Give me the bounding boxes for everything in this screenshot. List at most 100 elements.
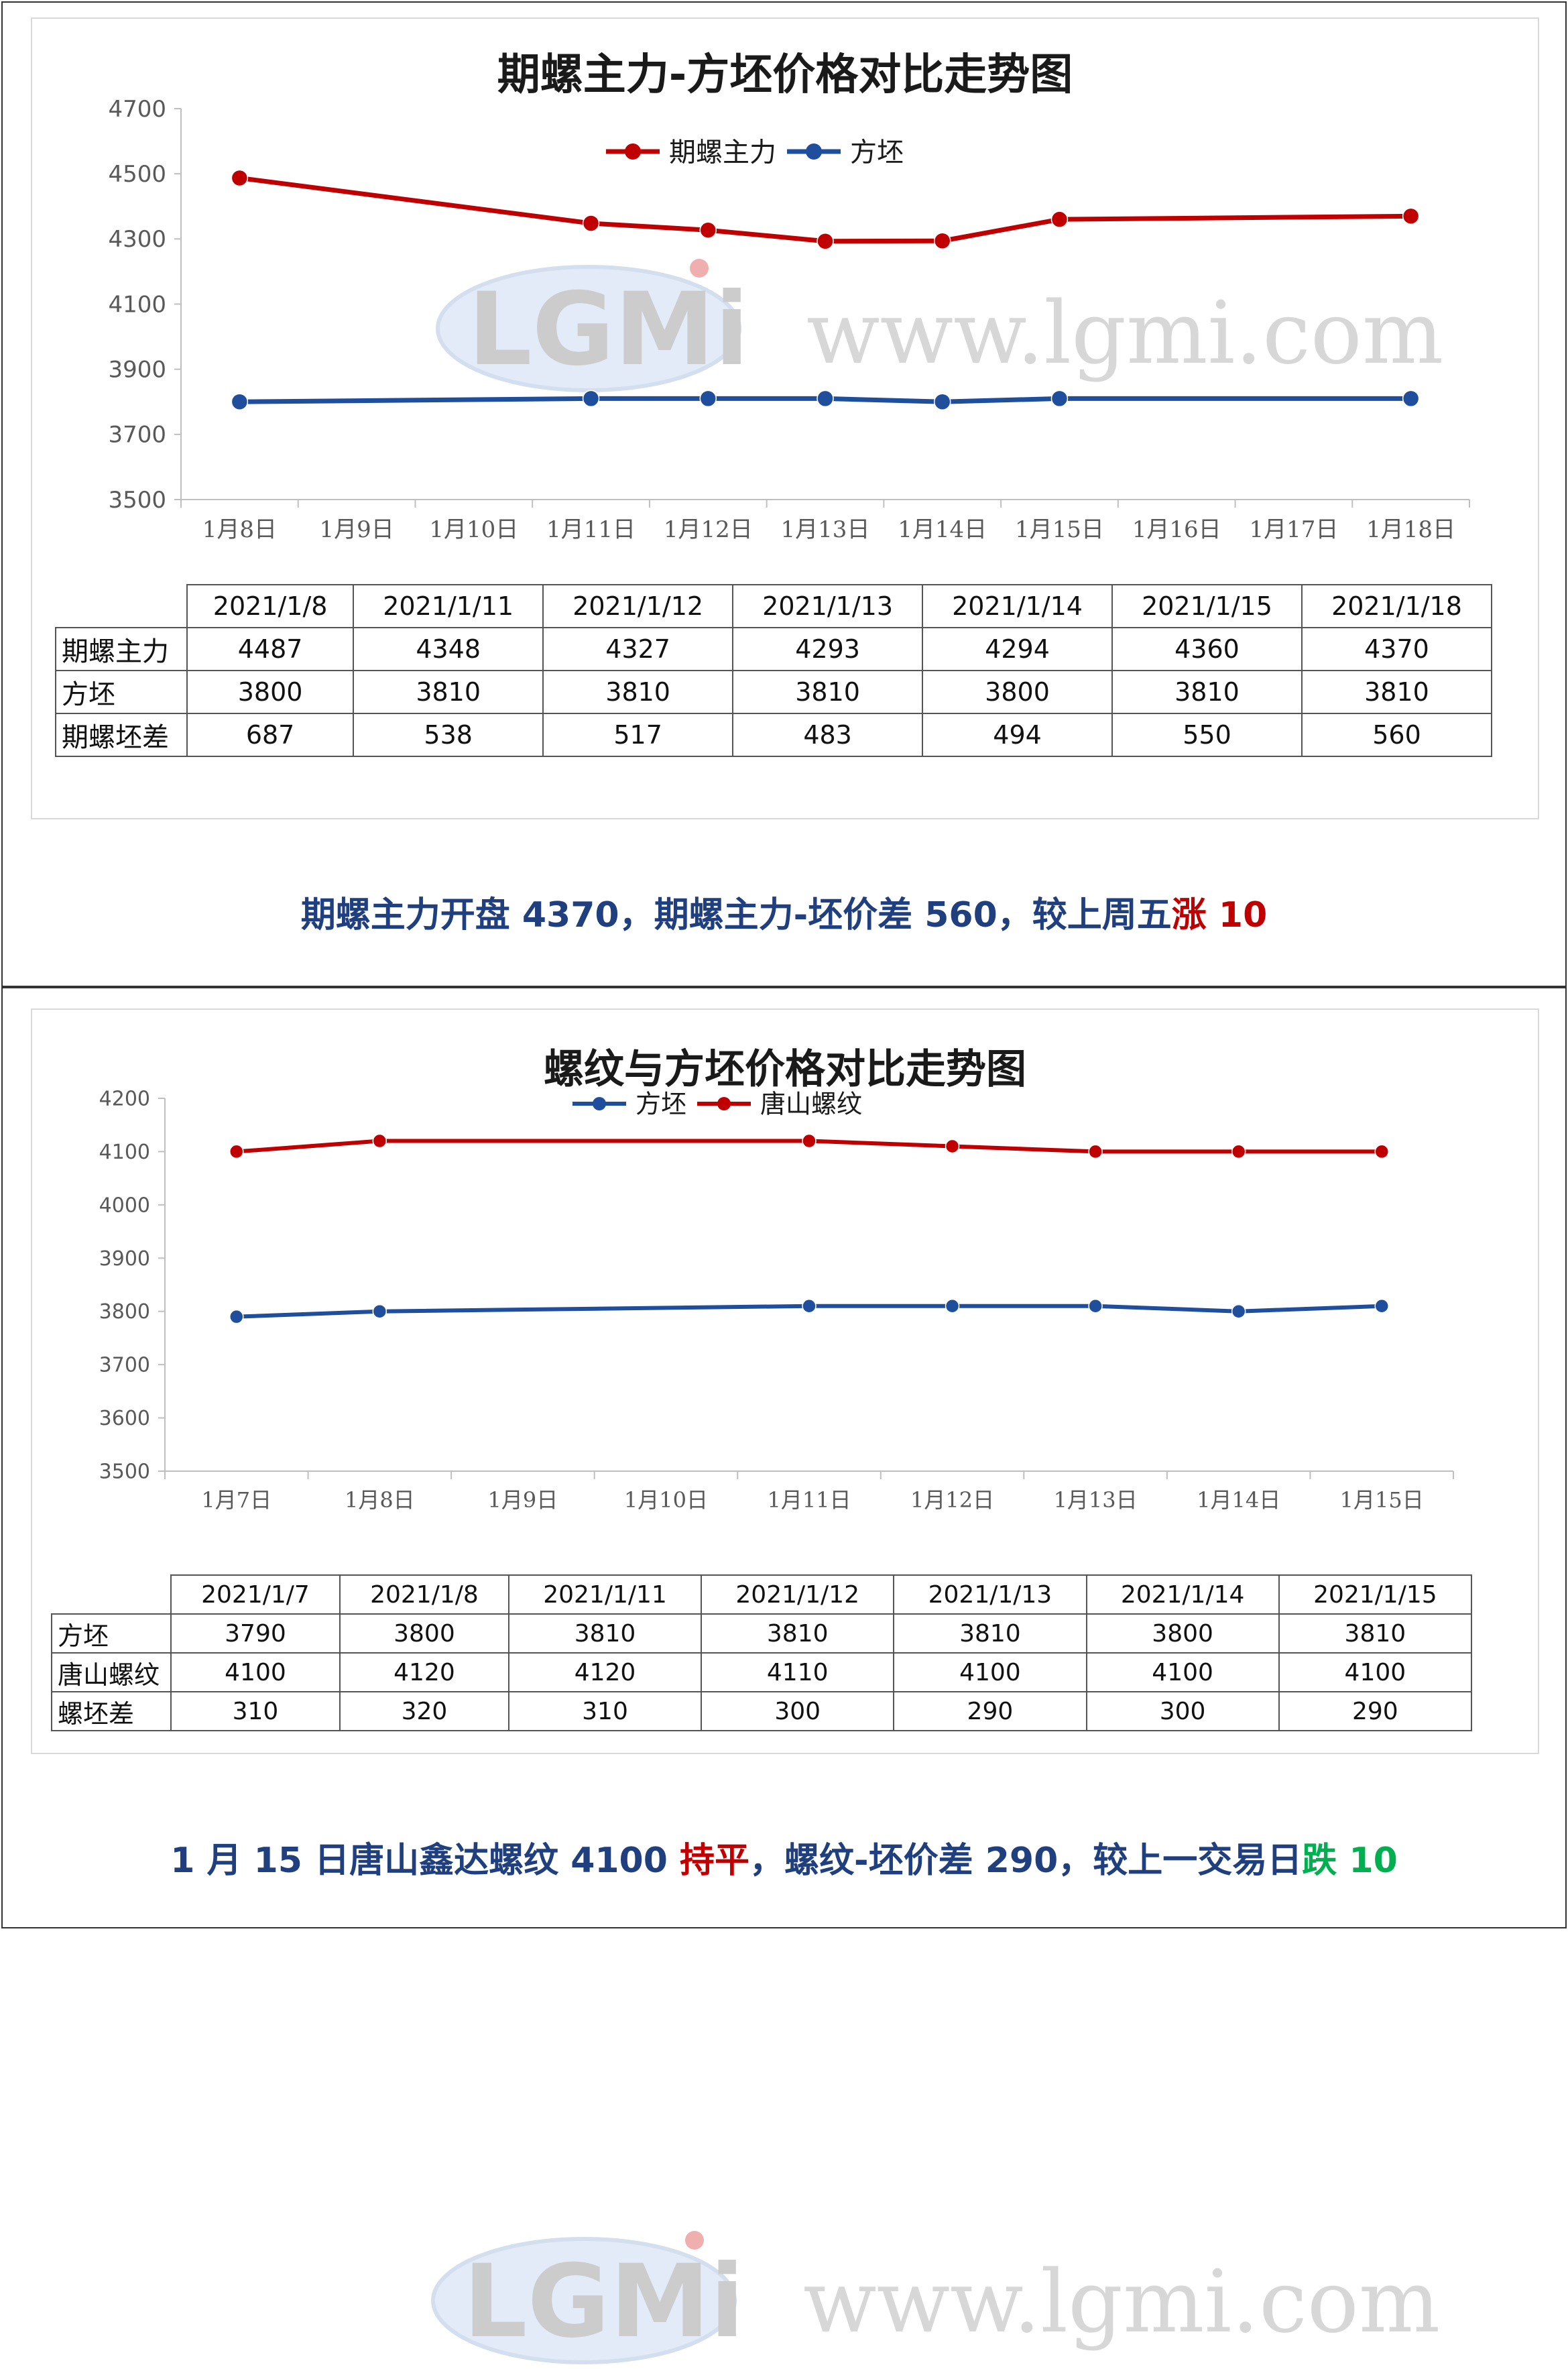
data-point xyxy=(582,390,600,408)
x-tick-label: 1月18日 xyxy=(1366,516,1455,543)
y-tick-label: 3600 xyxy=(99,1407,150,1430)
table-cell: 550 xyxy=(1111,713,1303,757)
table-row: 方坯 3800 3810 3810 3810 3800 3810 3810 xyxy=(55,670,1493,714)
summary-text: 1 月 15 日唐山鑫达螺纹 4100 xyxy=(170,1841,680,1881)
x-tick-label: 1月10日 xyxy=(624,1487,708,1513)
table-cell: 4348 xyxy=(353,627,544,671)
y-tick-label: 3900 xyxy=(99,1247,150,1271)
data-point xyxy=(1374,1299,1389,1314)
data-point xyxy=(945,1299,960,1314)
data-point xyxy=(699,221,717,239)
table-cell: 4360 xyxy=(1111,627,1303,671)
x-tick-label: 1月8日 xyxy=(202,516,277,543)
legend-swatch-marker xyxy=(625,143,641,160)
x-tick-label: 1月7日 xyxy=(201,1487,272,1513)
data-point xyxy=(1231,1304,1246,1319)
table-header-cell: 2021/1/13 xyxy=(732,584,924,628)
data-point xyxy=(945,1139,960,1154)
chart-title-2: 螺纹与方坯价格对比走势图 xyxy=(544,1046,1026,1093)
table-row-label: 螺坯差 xyxy=(51,1691,172,1731)
line-chart-1: 3500 3700 3900 4100 4300 4500 4700 1月8日 1月9日 1月10… xyxy=(108,96,1470,543)
table-cell: 4370 xyxy=(1301,627,1493,671)
table-row: 期螺主力 4487 4348 4327 4293 4294 4360 4370 xyxy=(55,627,1493,671)
data-point xyxy=(1050,390,1069,408)
data-point xyxy=(372,1133,387,1149)
table-row-label: 方坯 xyxy=(51,1613,172,1654)
data-point xyxy=(802,1133,817,1149)
data-table-1: 2021/1/8 2021/1/11 2021/1/12 2021/1/13 2021/… xyxy=(55,584,1493,757)
table-cell: 3810 xyxy=(1301,670,1493,714)
change-down-text: 跌 10 xyxy=(1302,1841,1398,1881)
table-cell: 517 xyxy=(542,713,734,757)
y-tick-label: 3700 xyxy=(99,1354,150,1377)
data-point xyxy=(802,1299,817,1314)
table-header-row: 2021/1/7 2021/1/8 2021/1/11 2021/1/12 2021/1… xyxy=(52,1574,1473,1615)
x-tick-label: 1月14日 xyxy=(1197,1487,1280,1513)
table-cell: 3800 xyxy=(922,670,1113,714)
table-cell: 483 xyxy=(732,713,924,757)
y-tick-label: 4000 xyxy=(99,1194,150,1217)
chart-frame-1: 期螺主力-方坯价格对比走势图 LGMi www.lgmi.com 3500 370… xyxy=(31,17,1539,819)
x-tick-label: 1月12日 xyxy=(910,1487,994,1513)
data-point xyxy=(1374,1144,1389,1159)
table-header-cell: 2021/1/13 xyxy=(893,1574,1087,1615)
legend-label: 期螺主力 xyxy=(669,137,776,168)
y-tick-label: 4100 xyxy=(99,1141,150,1164)
table-cell: 3810 xyxy=(732,670,924,714)
chart-title-1: 期螺主力-方坯价格对比走势图 xyxy=(497,50,1073,100)
table-cell: 538 xyxy=(353,713,544,757)
table-cell: 290 xyxy=(893,1691,1087,1731)
table-row-label: 期螺主力 xyxy=(55,627,188,671)
x-tick-label: 1月15日 xyxy=(1015,516,1104,543)
x-tick-label: 1月14日 xyxy=(898,516,987,543)
chart-panel-1: 期螺主力-方坯价格对比走势图 LGMi www.lgmi.com 3500 370… xyxy=(1,1,1567,987)
table-row-label: 方坯 xyxy=(55,670,188,714)
table-cell: 4100 xyxy=(170,1652,341,1692)
data-point xyxy=(229,1309,244,1324)
table-cell: 4120 xyxy=(339,1652,509,1692)
legend-swatch-marker xyxy=(593,1097,606,1110)
data-point xyxy=(817,232,834,250)
legend-label: 唐山螺纹 xyxy=(760,1090,862,1119)
data-point xyxy=(1088,1299,1103,1314)
series-line-1 xyxy=(239,176,1411,244)
table-cell: 4294 xyxy=(922,627,1113,671)
table-header-cell: 2021/1/14 xyxy=(922,584,1113,628)
table-header-cell: 2021/1/7 xyxy=(170,1574,341,1615)
y-tick-label: 4200 xyxy=(99,1088,150,1111)
table-cell: 687 xyxy=(186,713,355,757)
x-tick-label: 1月17日 xyxy=(1249,516,1338,543)
x-tick-label: 1月13日 xyxy=(781,516,870,543)
table-row-label: 期螺坯差 xyxy=(55,713,188,757)
y-tick-label: 4700 xyxy=(108,96,166,123)
table-cell: 3800 xyxy=(1085,1613,1280,1654)
data-point xyxy=(1402,207,1420,225)
table-cell: 3790 xyxy=(170,1613,341,1654)
data-point xyxy=(1402,390,1420,408)
y-tick-label: 3500 xyxy=(108,487,166,514)
flat-status-text: 持平 xyxy=(680,1841,750,1881)
data-point xyxy=(1088,1144,1103,1159)
table-cell: 4100 xyxy=(1278,1652,1473,1692)
legend-label: 方坯 xyxy=(850,137,904,168)
table-header-cell: 2021/1/11 xyxy=(507,1574,703,1615)
table-cell: 4100 xyxy=(1085,1652,1280,1692)
legend-swatch-marker xyxy=(717,1097,731,1110)
table-cell: 3810 xyxy=(353,670,544,714)
x-tick-label: 1月8日 xyxy=(345,1487,415,1513)
table-cell: 3800 xyxy=(339,1613,509,1654)
table-cell: 3810 xyxy=(893,1613,1087,1654)
table-cell: 290 xyxy=(1278,1691,1473,1731)
data-point xyxy=(229,1144,244,1159)
x-tick-label: 1月15日 xyxy=(1340,1487,1424,1513)
table-cell: 3810 xyxy=(1111,670,1303,714)
table-cell: 3810 xyxy=(507,1613,703,1654)
table-header-cell: 2021/1/14 xyxy=(1085,1574,1280,1615)
x-tick-label: 1月12日 xyxy=(664,516,753,543)
chart-frame-2: 螺纹与方坯价格对比走势图 LGMi www.lgmi.com 3500 3600 3… xyxy=(31,1008,1539,2364)
table-cell: 4120 xyxy=(507,1652,703,1692)
data-point xyxy=(817,390,834,408)
url-watermark: www.lgmi.com xyxy=(806,284,1444,384)
lgmi-logo-watermark: LGMi xyxy=(431,253,749,397)
summary-line-2: 1 月 15 日唐山鑫达螺纹 4100 持平，螺纹-坯价差 290，较上一交易日… xyxy=(3,1832,1565,1882)
